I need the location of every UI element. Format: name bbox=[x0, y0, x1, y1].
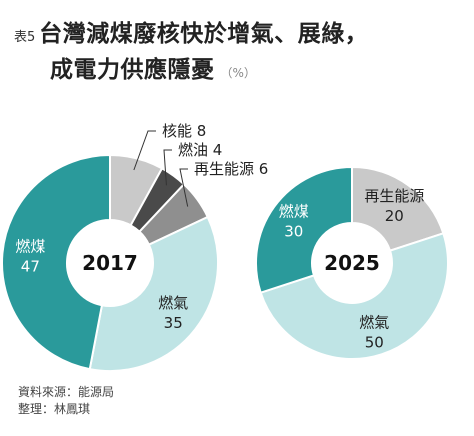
slice-value-燃氣: 35 bbox=[164, 314, 183, 332]
donut-center-year: 2025 bbox=[324, 251, 380, 275]
slice-label-燃煤: 燃煤 bbox=[279, 203, 309, 221]
chart-title-line1: 台灣減煤廢核快於增氣、展綠， bbox=[39, 21, 369, 47]
slice-label-燃氣: 燃氣 bbox=[158, 294, 188, 312]
slice-label-燃氣: 燃氣 bbox=[359, 313, 389, 331]
chart-title-line2: 成電力供應隱憂 bbox=[50, 57, 215, 83]
source-line: 資料來源：能源局 bbox=[18, 385, 115, 399]
source-note: 資料來源：能源局 整理：林鳳琪 bbox=[18, 384, 114, 418]
slice-再生能源 bbox=[351, 165, 445, 252]
donut-2025: 再生能源 20 燃氣 50 燃煤 30 2025 bbox=[255, 165, 449, 360]
unit-label: （%） bbox=[220, 66, 256, 80]
leader-核能 bbox=[133, 130, 156, 171]
slice-value-燃氣: 50 bbox=[365, 333, 384, 351]
slice-label-核能: 核能 8 bbox=[162, 122, 206, 140]
figure-tag: 表5 bbox=[14, 30, 36, 45]
slice-燃氣 bbox=[259, 232, 449, 360]
slice-value-燃煤: 47 bbox=[21, 257, 40, 275]
slice-燃煤 bbox=[1, 153, 111, 371]
editor-line: 整理：林鳳琪 bbox=[18, 402, 91, 416]
slice-燃煤 bbox=[255, 165, 353, 294]
slice-value-再生能源: 20 bbox=[385, 207, 404, 225]
slice-label-燃煤: 燃煤 bbox=[15, 237, 45, 255]
slice-燃氣 bbox=[88, 215, 219, 372]
slice-label-燃油: 燃油 4 bbox=[178, 141, 222, 159]
donut-center-year: 2017 bbox=[82, 251, 138, 275]
title-row-2: 成電力供應隱憂 （%） bbox=[50, 50, 464, 84]
chart-header: 表5 台灣減煤廢核快於增氣、展綠， 成電力供應隱憂 （%） bbox=[14, 14, 464, 84]
leader-燃油 bbox=[163, 149, 172, 186]
title-row-1: 表5 台灣減煤廢核快於增氣、展綠， bbox=[14, 14, 464, 48]
slice-value-燃煤: 30 bbox=[284, 223, 303, 241]
slice-label-再生能源: 再生能源 bbox=[364, 187, 424, 205]
leader-再生能源 bbox=[179, 168, 189, 207]
slice-label-再生能源: 再生能源 6 bbox=[194, 160, 268, 178]
